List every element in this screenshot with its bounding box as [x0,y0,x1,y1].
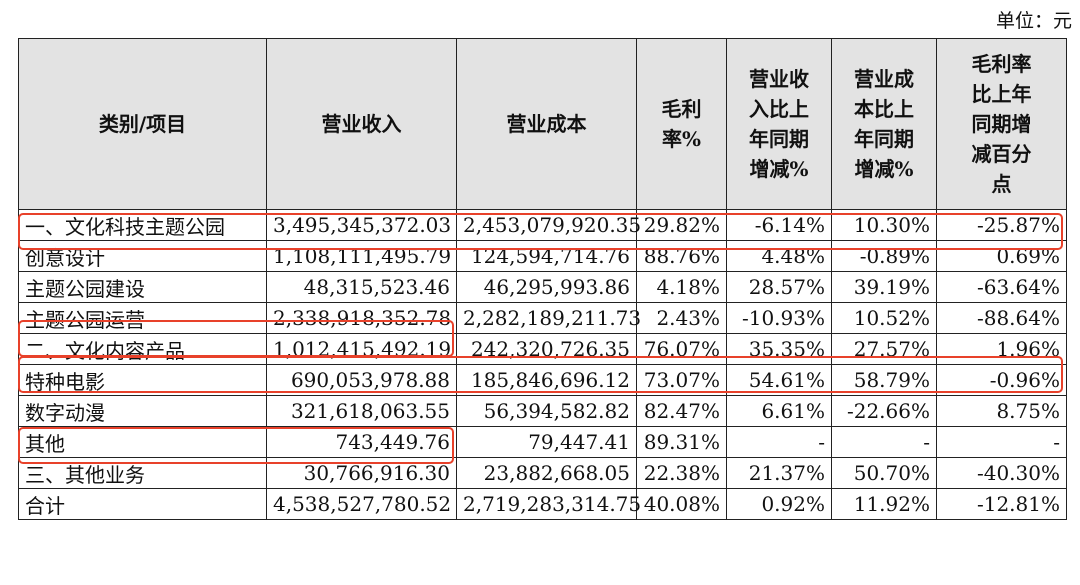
revenue-table: 类别/项目 营业收入 营业成本 毛利 率% 营业收 入比上 年同期 增减% 营业成 本比上… [18,38,1067,520]
cell-revenue-change: -10.93% [726,302,832,334]
header-cost: 营业成本 [456,38,637,210]
cell-category: 数字动漫 [18,395,267,427]
cell-gross-margin: 22.38% [636,457,727,489]
cell-cost: 2,453,079,920.35 [456,209,641,241]
cell-revenue: 2,338,918,352.78 [266,302,457,334]
cell-revenue-change: 35.35% [726,333,832,365]
unit-label: 单位：元 [995,10,1072,32]
cell-category: 主题公园建设 [18,271,267,303]
cell-cost: 242,320,726.35 [456,333,637,365]
cell-revenue-change: 54.61% [726,364,832,396]
cell-margin-change: -12.81% [936,488,1067,520]
cell-category: 创意设计 [18,240,267,272]
cell-cost-change: 10.30% [831,209,937,241]
cell-cost-change: 39.19% [831,271,937,303]
cell-category: 二、文化内容产品 [18,333,267,365]
cell-cost: 185,846,696.12 [456,364,637,396]
cell-gross-margin: 89.31% [636,426,727,458]
cell-revenue-change: 4.48% [726,240,832,272]
header-margin-change: 毛利率 比上年 同期增 减百分点 [936,38,1067,210]
cell-revenue-change: -6.14% [726,209,832,241]
cell-margin-change: -88.64% [936,302,1067,334]
cell-gross-margin: 2.43% [636,302,727,334]
table-row: 一、文化科技主题公园 3,495,345,372.03 2,453,079,920.… [18,209,1067,241]
header-revenue-change: 营业收 入比上 年同期 增减% [726,38,832,210]
cell-cost: 46,295,993.86 [456,271,637,303]
cell-revenue: 1,012,415,492.19 [266,333,457,365]
cell-revenue-change: 21.37% [726,457,832,489]
header-category: 类别/项目 [18,38,267,210]
cell-cost: 23,882,668.05 [456,457,637,489]
table-row: 合计 4,538,527,780.52 2,719,283,314.75 40.08%… [18,488,1067,520]
cell-revenue: 690,053,978.88 [266,364,457,396]
table-row: 主题公园建设 48,315,523.46 46,295,993.86 4.18% 28.… [18,271,1067,303]
cell-margin-change: -0.96% [936,364,1067,396]
cell-cost: 56,394,582.82 [456,395,637,427]
cell-gross-margin: 4.18% [636,271,727,303]
cell-category: 主题公园运营 [18,302,267,334]
cell-cost-change: 58.79% [831,364,937,396]
cell-category: 三、其他业务 [18,457,267,489]
cell-margin-change: - [936,426,1067,458]
cell-cost: 124,594,714.76 [456,240,637,272]
cell-margin-change: 0.69% [936,240,1067,272]
cell-revenue: 30,766,916.30 [266,457,457,489]
cell-cost-change: -22.66% [831,395,937,427]
cell-margin-change: -40.30% [936,457,1067,489]
cell-revenue: 1,108,111,495.79 [266,240,457,272]
cell-cost-change: -0.89% [831,240,937,272]
table-row: 其他 743,449.76 79,447.41 89.31% - - - [18,426,1067,458]
cell-gross-margin: 40.08% [636,488,727,520]
cell-cost-change: 11.92% [831,488,937,520]
header-gross-margin: 毛利 率% [636,38,727,210]
cell-category: 特种电影 [18,364,267,396]
cell-gross-margin: 76.07% [636,333,727,365]
table-row: 特种电影 690,053,978.88 185,846,696.12 73.07% 54… [18,364,1067,396]
header-revenue: 营业收入 [266,38,457,210]
cell-revenue: 4,538,527,780.52 [266,488,457,520]
cell-revenue-change: 28.57% [726,271,832,303]
cell-margin-change: 8.75% [936,395,1067,427]
cell-cost: 2,282,189,211.73 [456,302,641,334]
header-cost-change: 营业成 本比上 年同期 增减% [831,38,937,210]
table-row: 二、文化内容产品 1,012,415,492.19 242,320,726.35 76… [18,333,1067,365]
cell-gross-margin: 29.82% [636,209,727,241]
cell-cost-change: 10.52% [831,302,937,334]
cell-category: 一、文化科技主题公园 [18,209,267,241]
cell-category: 其他 [18,426,267,458]
cell-revenue: 3,495,345,372.03 [266,209,457,241]
cell-revenue: 48,315,523.46 [266,271,457,303]
cell-gross-margin: 88.76% [636,240,727,272]
table-row: 数字动漫 321,618,063.55 56,394,582.82 82.47% 6.6… [18,395,1067,427]
table-row: 创意设计 1,108,111,495.79 124,594,714.76 88.76%… [18,240,1067,272]
cell-revenue-change: 0.92% [726,488,832,520]
cell-cost: 2,719,283,314.75 [456,488,641,520]
cell-revenue: 743,449.76 [266,426,457,458]
cell-gross-margin: 82.47% [636,395,727,427]
cell-cost: 79,447.41 [456,426,637,458]
cell-revenue-change: 6.61% [726,395,832,427]
table-row: 三、其他业务 30,766,916.30 23,882,668.05 22.38% 21… [18,457,1067,489]
cell-margin-change: -25.87% [936,209,1067,241]
cell-revenue-change: - [726,426,832,458]
cell-revenue: 321,618,063.55 [266,395,457,427]
cell-cost-change: - [831,426,937,458]
cell-cost-change: 50.70% [831,457,937,489]
cell-category: 合计 [18,488,267,520]
cell-margin-change: -63.64% [936,271,1067,303]
cell-gross-margin: 73.07% [636,364,727,396]
table-row: 主题公园运营 2,338,918,352.78 2,282,189,211.73 2.… [18,302,1067,334]
cell-margin-change: 1.96% [936,333,1067,365]
header-row: 类别/项目 营业收入 营业成本 毛利 率% 营业收 入比上 年同期 增减% 营业成 本比上… [18,38,1067,210]
cell-cost-change: 27.57% [831,333,937,365]
